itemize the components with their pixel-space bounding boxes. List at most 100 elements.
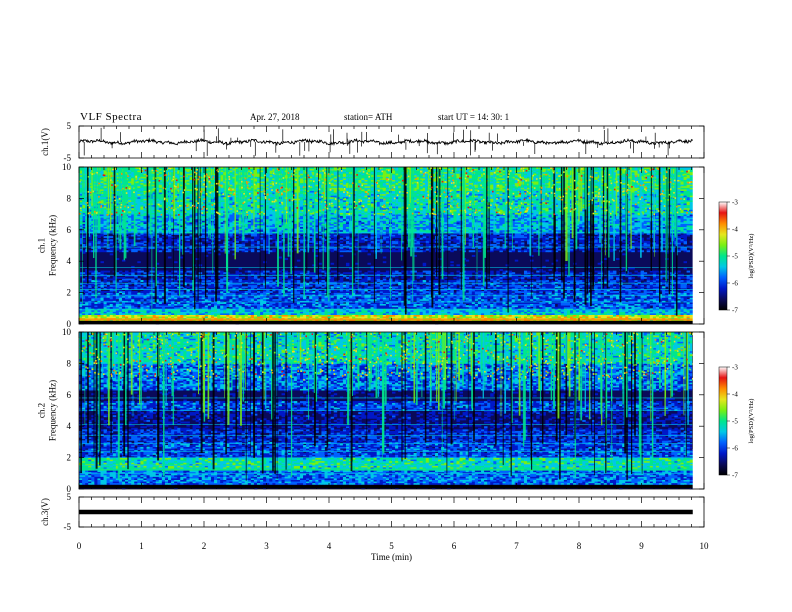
spectrogram-cell bbox=[450, 280, 454, 283]
spectrogram-cell bbox=[677, 309, 681, 312]
spectrogram-cell bbox=[91, 305, 95, 308]
spectrogram-cell bbox=[94, 308, 98, 311]
spectrogram-cell bbox=[220, 306, 224, 309]
spectrogram-cell bbox=[413, 314, 417, 317]
spectrogram-cell bbox=[468, 305, 473, 308]
spectrogram-cell bbox=[125, 297, 129, 300]
spectrogram-cell bbox=[330, 313, 335, 315]
spectrogram-cell bbox=[256, 298, 261, 301]
spectrogram-cell bbox=[355, 292, 359, 295]
spectrogram-cell bbox=[143, 295, 147, 298]
spectrogram-cell bbox=[490, 295, 494, 298]
spectrogram-cell bbox=[146, 311, 150, 314]
spectrogram-cell bbox=[520, 308, 525, 311]
spectrogram-cell bbox=[85, 294, 89, 297]
spectrogram-cell bbox=[616, 297, 620, 300]
spectrogram-cell bbox=[637, 303, 641, 306]
spectrogram-cell bbox=[364, 306, 368, 309]
spectrogram-1 bbox=[78, 167, 704, 325]
spectrogram-cell bbox=[450, 314, 454, 317]
spectrogram-cell bbox=[579, 314, 583, 317]
spectrogram-cell bbox=[167, 311, 172, 314]
spectrogram-cell bbox=[674, 316, 678, 319]
spectrogram-cell bbox=[161, 311, 166, 314]
spectrogram-cell bbox=[183, 303, 187, 306]
spectrogram-cell bbox=[646, 311, 651, 314]
spectrogram-cell bbox=[260, 300, 264, 303]
spectrogram-cell bbox=[622, 280, 626, 283]
spectrogram-cell bbox=[628, 313, 632, 315]
spectrogram-cell bbox=[140, 300, 144, 303]
spectrogram-cell bbox=[204, 300, 209, 303]
spectrogram-cell bbox=[523, 295, 528, 298]
spectrogram-cell bbox=[315, 303, 319, 306]
spectrogram-cell bbox=[312, 295, 316, 298]
spectrogram-cell bbox=[358, 305, 362, 308]
spectrogram-cell bbox=[152, 311, 157, 314]
spectrogram-cell bbox=[536, 300, 540, 303]
spectrogram-cell bbox=[392, 314, 396, 317]
spectrogram-cell bbox=[367, 291, 371, 293]
spectrogram-cell bbox=[336, 292, 341, 295]
spectrogram-cell bbox=[419, 302, 424, 304]
spectrogram-cell bbox=[367, 276, 371, 279]
spectrogram-cell bbox=[481, 298, 485, 301]
spectrogram-cell bbox=[477, 313, 482, 315]
spectrogram-cell bbox=[85, 305, 89, 308]
spectrogram-cell bbox=[499, 284, 503, 287]
spectrogram-cell bbox=[269, 300, 273, 303]
spectrogram-cell bbox=[410, 306, 414, 309]
spectrogram-cell bbox=[634, 313, 638, 315]
spectrogram-cell bbox=[79, 295, 83, 298]
spectrogram-cell bbox=[177, 302, 181, 304]
spectrogram-cell bbox=[253, 306, 258, 309]
spectrogram-cell bbox=[158, 298, 163, 301]
spectrogram-cell bbox=[128, 309, 132, 312]
spectrogram-cell bbox=[594, 297, 599, 300]
spectrogram-cell bbox=[247, 308, 252, 311]
spectrogram-cell bbox=[112, 292, 117, 295]
spectrogram-cell bbox=[431, 316, 436, 319]
spectrogram-cell bbox=[103, 302, 108, 304]
spectrogram-cell bbox=[260, 311, 264, 314]
spectrogram-cell bbox=[566, 305, 571, 308]
spectrogram-cell bbox=[345, 309, 350, 312]
spectrogram-cell bbox=[167, 295, 172, 298]
spectrogram-cell bbox=[152, 305, 157, 308]
spectrogram-cell bbox=[668, 313, 672, 315]
spectrogram-cell bbox=[376, 297, 381, 300]
spectrogram-cell bbox=[189, 313, 193, 315]
spectrogram-cell bbox=[591, 306, 595, 309]
spectrogram-cell bbox=[253, 311, 258, 314]
spectrogram-cell bbox=[88, 313, 92, 315]
spectrogram-cell bbox=[106, 316, 111, 319]
spectrogram-cell bbox=[189, 309, 193, 312]
spectrogram-cell bbox=[419, 305, 424, 308]
spectrogram-cell bbox=[493, 308, 497, 311]
spectrogram-cell bbox=[585, 308, 589, 311]
spectrogram-cell bbox=[85, 295, 89, 298]
spectrogram-cell bbox=[548, 311, 552, 314]
spectrogram-cell bbox=[542, 298, 546, 301]
spectrogram-cell bbox=[588, 314, 592, 317]
spectrogram-cell bbox=[508, 311, 513, 314]
spectrogram-cell bbox=[671, 302, 675, 304]
spectrogram-cell bbox=[640, 316, 645, 319]
spectrogram-cell bbox=[563, 306, 568, 309]
spectrogram-cell bbox=[137, 295, 141, 298]
spectrogram-cell bbox=[244, 295, 249, 298]
spectrogram-cell bbox=[342, 306, 347, 309]
spectrogram-cell bbox=[545, 302, 549, 304]
spectrogram-cell bbox=[272, 316, 276, 319]
spectrogram-cell bbox=[484, 314, 488, 317]
spectrogram-cell bbox=[195, 294, 200, 297]
spectrogram-cell bbox=[355, 314, 359, 317]
spectrogram-cell bbox=[609, 305, 614, 308]
spectrogram-cell bbox=[428, 302, 433, 304]
spectrogram-cell bbox=[511, 298, 516, 301]
spectrogram-cell bbox=[505, 309, 510, 312]
spectrogram-cell bbox=[97, 302, 101, 304]
spectrogram-cell bbox=[327, 302, 332, 304]
spectrogram-cell bbox=[134, 305, 138, 308]
spectrogram-cell bbox=[91, 313, 95, 315]
